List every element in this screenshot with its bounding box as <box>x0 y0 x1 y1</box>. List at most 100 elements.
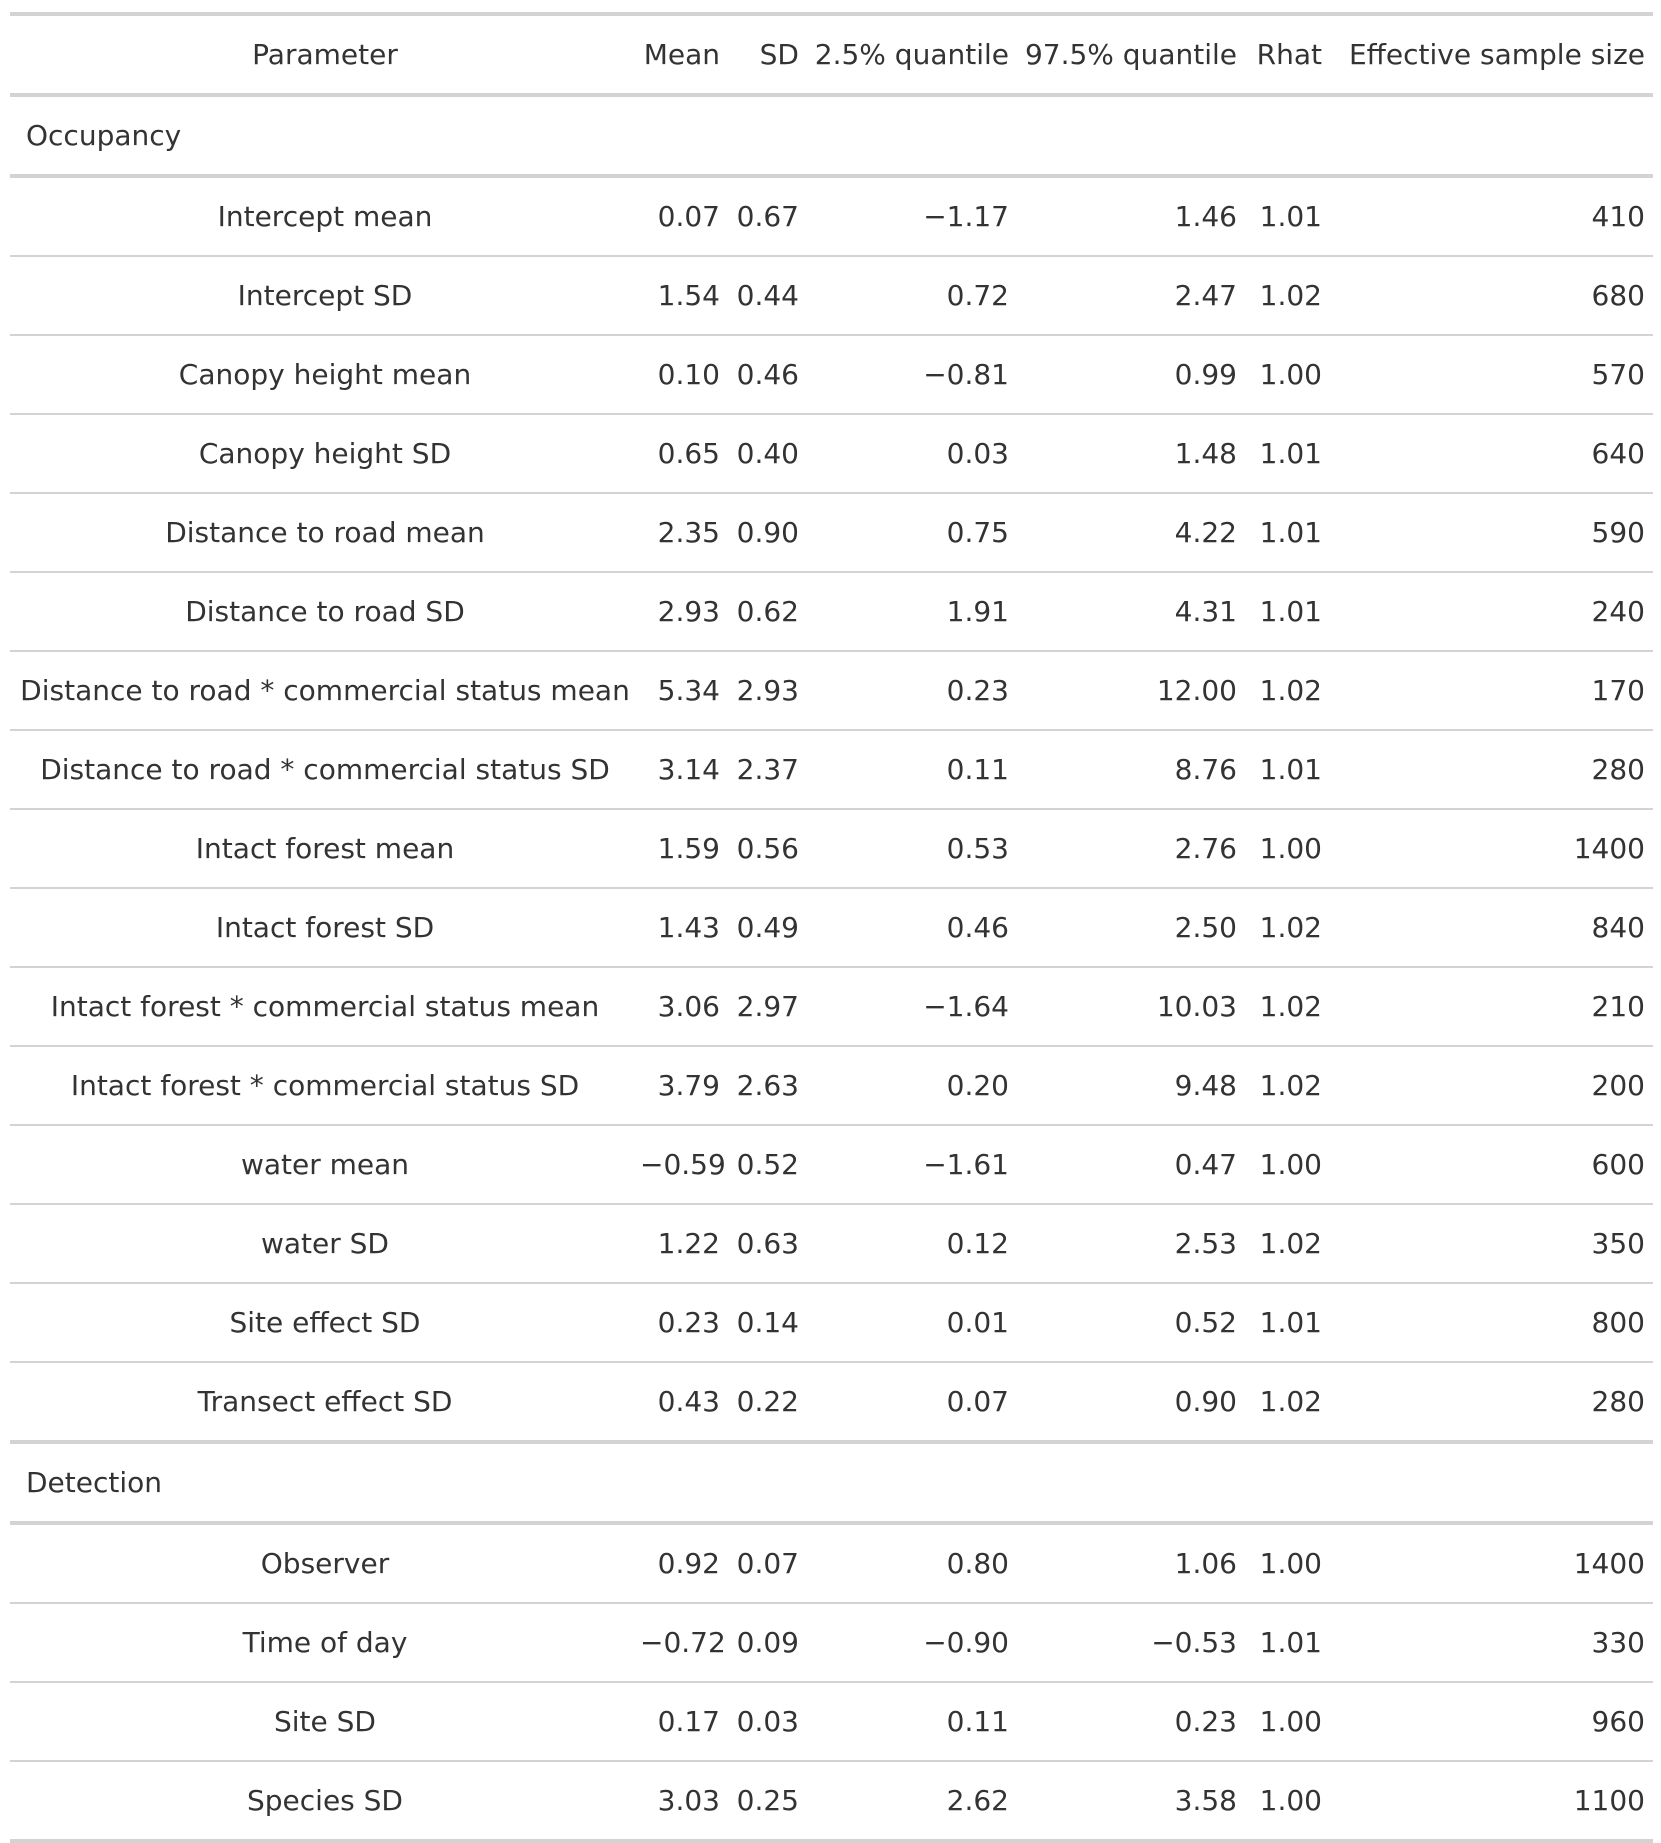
value-cell: 3.58 <box>1017 1761 1245 1843</box>
parameter-cell: Intercept mean <box>10 176 640 257</box>
value-cell: 0.65 <box>640 414 728 494</box>
value-cell: 1.00 <box>1245 335 1330 415</box>
value-cell: 800 <box>1330 1283 1653 1363</box>
data-row: Observer 0.92 0.07 0.80 1.06 1.00 1400 <box>10 1523 1653 1604</box>
data-row: Intercept mean 0.07 0.67 −1.17 1.46 1.01 410 <box>10 176 1653 257</box>
value-cell: 0.25 <box>728 1761 807 1843</box>
value-cell: 1.46 <box>1017 176 1245 257</box>
column-header: Mean <box>640 14 728 97</box>
data-row: Species SD 3.03 0.25 2.62 3.58 1.00 1100 <box>10 1761 1653 1843</box>
parameter-cell: Distance to road * commercial status SD <box>10 730 640 810</box>
parameter-cell: Distance to road * commercial status mea… <box>10 651 640 731</box>
value-cell: 0.03 <box>807 414 1017 494</box>
value-cell: −0.72 <box>640 1603 728 1683</box>
value-cell: 330 <box>1330 1603 1653 1683</box>
table-header: Parameter Mean SD 2.5% quantile 97.5% quanti… <box>10 14 1653 97</box>
data-row: Intact forest * commercial status SD 3.79… <box>10 1046 1653 1126</box>
value-cell: 2.35 <box>640 493 728 573</box>
value-cell: 0.90 <box>728 493 807 573</box>
column-header: SD <box>728 14 807 97</box>
header-row: Parameter Mean SD 2.5% quantile 97.5% quanti… <box>10 14 1653 97</box>
value-cell: 0.72 <box>807 256 1017 336</box>
value-cell: 1.02 <box>1245 256 1330 336</box>
data-row: water mean −0.59 0.52 −1.61 0.47 1.00 600 <box>10 1125 1653 1205</box>
value-cell: 0.43 <box>640 1362 728 1444</box>
parameter-cell: Observer <box>10 1523 640 1604</box>
parameter-cell: Intact forest * commercial status mean <box>10 967 640 1047</box>
parameter-cell: Site effect SD <box>10 1283 640 1363</box>
value-cell: 1.06 <box>1017 1523 1245 1604</box>
value-cell: 2.37 <box>728 730 807 810</box>
value-cell: 640 <box>1330 414 1653 494</box>
value-cell: 1.22 <box>640 1204 728 1284</box>
parameter-cell: Canopy height mean <box>10 335 640 415</box>
value-cell: 1.02 <box>1245 967 1330 1047</box>
value-cell: 350 <box>1330 1204 1653 1284</box>
data-row: Site SD 0.17 0.03 0.11 0.23 1.00 960 <box>10 1682 1653 1762</box>
value-cell: 0.52 <box>728 1125 807 1205</box>
value-cell: 1.59 <box>640 809 728 889</box>
value-cell: 0.01 <box>807 1283 1017 1363</box>
data-row: Distance to road mean 2.35 0.90 0.75 4.22 1.0… <box>10 493 1653 573</box>
value-cell: 3.79 <box>640 1046 728 1126</box>
parameter-cell: Intercept SD <box>10 256 640 336</box>
value-cell: 170 <box>1330 651 1653 731</box>
value-cell: 2.62 <box>807 1761 1017 1843</box>
value-cell: −1.64 <box>807 967 1017 1047</box>
data-row: Distance to road * commercial status SD 3… <box>10 730 1653 810</box>
group-label: Occupancy <box>10 95 1653 178</box>
value-cell: 1.01 <box>1245 414 1330 494</box>
value-cell: 0.07 <box>728 1523 807 1604</box>
value-cell: 0.40 <box>728 414 807 494</box>
value-cell: 2.53 <box>1017 1204 1245 1284</box>
value-cell: 1.02 <box>1245 1362 1330 1444</box>
value-cell: 8.76 <box>1017 730 1245 810</box>
parameter-cell: Intact forest mean <box>10 809 640 889</box>
value-cell: 0.92 <box>640 1523 728 1604</box>
parameter-cell: Intact forest SD <box>10 888 640 968</box>
value-cell: 0.52 <box>1017 1283 1245 1363</box>
value-cell: 0.12 <box>807 1204 1017 1284</box>
value-cell: 570 <box>1330 335 1653 415</box>
value-cell: 0.07 <box>640 176 728 257</box>
value-cell: 0.75 <box>807 493 1017 573</box>
value-cell: −1.17 <box>807 176 1017 257</box>
value-cell: 0.49 <box>728 888 807 968</box>
value-cell: 240 <box>1330 572 1653 652</box>
value-cell: 10.03 <box>1017 967 1245 1047</box>
value-cell: 1.02 <box>1245 888 1330 968</box>
value-cell: 2.93 <box>640 572 728 652</box>
value-cell: 1.00 <box>1245 1125 1330 1205</box>
value-cell: 2.76 <box>1017 809 1245 889</box>
parameter-cell: Distance to road SD <box>10 572 640 652</box>
value-cell: 1.01 <box>1245 730 1330 810</box>
value-cell: 0.46 <box>807 888 1017 968</box>
value-cell: 0.63 <box>728 1204 807 1284</box>
value-cell: 3.03 <box>640 1761 728 1843</box>
value-cell: 2.50 <box>1017 888 1245 968</box>
column-header: 2.5% quantile <box>807 14 1017 97</box>
value-cell: 1400 <box>1330 809 1653 889</box>
table-body: Occupancy Intercept mean 0.07 0.67 −1.17 1.46… <box>10 95 1653 1843</box>
value-cell: 1.43 <box>640 888 728 968</box>
value-cell: 1.01 <box>1245 1603 1330 1683</box>
parameter-cell: water SD <box>10 1204 640 1284</box>
value-cell: 840 <box>1330 888 1653 968</box>
value-cell: 600 <box>1330 1125 1653 1205</box>
value-cell: 0.56 <box>728 809 807 889</box>
value-cell: 0.44 <box>728 256 807 336</box>
value-cell: 0.53 <box>807 809 1017 889</box>
value-cell: 280 <box>1330 730 1653 810</box>
value-cell: 1.00 <box>1245 809 1330 889</box>
value-cell: 0.14 <box>728 1283 807 1363</box>
value-cell: 0.23 <box>640 1283 728 1363</box>
column-header: Parameter <box>10 14 640 97</box>
parameter-cell: Species SD <box>10 1761 640 1843</box>
column-header: Effective sample size <box>1330 14 1653 97</box>
value-cell: 0.11 <box>807 730 1017 810</box>
data-row: Distance to road * commercial status mea… <box>10 651 1653 731</box>
data-row: Canopy height mean 0.10 0.46 −0.81 0.99 1.00 5… <box>10 335 1653 415</box>
group-row: Occupancy <box>10 95 1653 178</box>
column-header: Rhat <box>1245 14 1330 97</box>
